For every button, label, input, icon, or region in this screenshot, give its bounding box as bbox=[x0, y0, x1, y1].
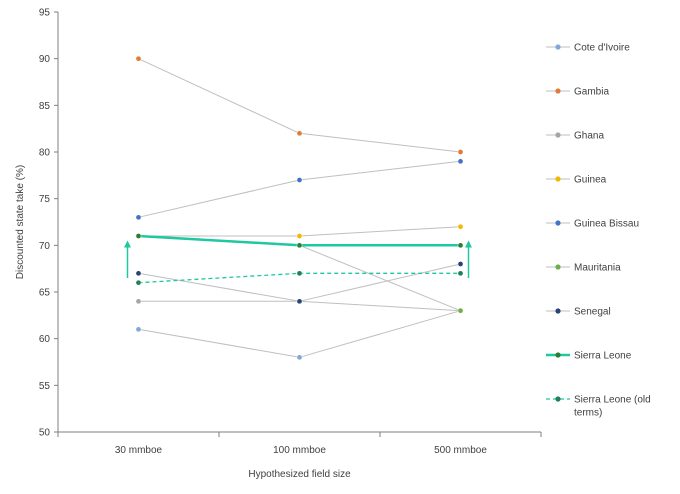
y-tick-label: 55 bbox=[39, 381, 51, 392]
legend-item: Mauritania bbox=[546, 263, 621, 274]
data-point bbox=[457, 223, 464, 230]
series-sierra-leone-old-terms- bbox=[135, 270, 464, 286]
data-point bbox=[457, 242, 464, 249]
y-tick-label: 75 bbox=[39, 194, 51, 205]
y-tick-label: 95 bbox=[39, 8, 51, 19]
x-tick-label: 500 mmboe bbox=[434, 445, 487, 456]
legend-label: Guinea Bissau bbox=[574, 219, 639, 230]
x-tick-label: 30 mmboe bbox=[115, 445, 163, 456]
legend-label: Sierra Leone (old terms) bbox=[574, 395, 651, 419]
data-point bbox=[296, 177, 303, 183]
y-tick-label: 85 bbox=[39, 101, 51, 112]
series-senegal bbox=[135, 261, 464, 305]
legend-label: Ghana bbox=[574, 131, 604, 142]
y-tick-label: 70 bbox=[39, 241, 51, 252]
legend-item: Sierra Leone bbox=[546, 351, 632, 362]
legend-item: Sierra Leone (old terms) bbox=[546, 395, 651, 419]
y-tick-label: 65 bbox=[39, 288, 51, 299]
legend-marker bbox=[555, 220, 561, 226]
data-point bbox=[135, 233, 142, 239]
series-line bbox=[138, 58, 461, 153]
series-cote-d-ivoire bbox=[135, 307, 464, 361]
data-point bbox=[457, 307, 464, 314]
legend-label: Cote d'Ivoire bbox=[574, 43, 630, 54]
data-point bbox=[457, 261, 464, 267]
data-point bbox=[457, 149, 464, 155]
legend-marker bbox=[555, 176, 561, 182]
arrow-head bbox=[124, 240, 131, 248]
series-sierra-leone bbox=[135, 233, 464, 249]
x-axis-title: Hypothesized field size bbox=[248, 469, 351, 480]
series-line bbox=[138, 310, 461, 358]
series-layer bbox=[135, 55, 464, 361]
series-line bbox=[138, 263, 461, 302]
x-tick-label: 100 mmboe bbox=[273, 445, 326, 456]
data-point bbox=[135, 326, 142, 333]
legend-item: Guinea Bissau bbox=[546, 219, 639, 230]
y-tick-label: 50 bbox=[39, 428, 51, 439]
legend-label: Gambia bbox=[574, 87, 609, 98]
change-arrow bbox=[465, 240, 472, 278]
data-point bbox=[135, 270, 142, 277]
data-point bbox=[296, 130, 303, 137]
data-point bbox=[296, 242, 303, 249]
legend-item: Guinea bbox=[546, 175, 607, 186]
legend-marker bbox=[555, 352, 561, 358]
series-gambia bbox=[135, 55, 464, 155]
data-point bbox=[457, 158, 464, 165]
legend-item: Senegal bbox=[546, 307, 611, 318]
series-guinea-bissau bbox=[135, 158, 464, 221]
data-point bbox=[135, 55, 142, 62]
legend-label: Senegal bbox=[574, 307, 611, 318]
legend-marker bbox=[555, 396, 561, 402]
y-tick-label: 60 bbox=[39, 334, 51, 345]
data-point bbox=[135, 214, 142, 221]
change-arrow bbox=[124, 240, 131, 278]
y-tick-label: 90 bbox=[39, 54, 51, 65]
annotation-layer bbox=[124, 240, 472, 278]
data-point bbox=[135, 298, 142, 305]
legend-item: Ghana bbox=[546, 131, 604, 142]
data-point bbox=[135, 279, 142, 286]
legend-marker bbox=[555, 132, 561, 138]
arrow-head bbox=[465, 240, 472, 248]
legend-label: Mauritania bbox=[574, 263, 621, 274]
legend-marker bbox=[555, 264, 561, 270]
legend-marker bbox=[555, 44, 561, 50]
data-point bbox=[296, 354, 303, 361]
legend-item: Gambia bbox=[546, 87, 609, 98]
data-point bbox=[296, 270, 303, 277]
series-guinea bbox=[135, 223, 464, 239]
y-axis-title: Discounted state take (%) bbox=[15, 165, 26, 280]
data-point bbox=[457, 270, 464, 277]
legend-marker bbox=[555, 308, 561, 314]
series-line bbox=[138, 160, 461, 218]
data-point bbox=[296, 233, 303, 239]
legend-item: Cote d'Ivoire bbox=[546, 43, 630, 54]
data-point bbox=[296, 298, 303, 305]
axes: 50 55 60 65 70 75 80 85 90 95 30 mmboe 100 mmboe 500… bbox=[39, 8, 542, 456]
legend: Cote d'Ivoire Gambia Ghana Guinea Guinea Bis… bbox=[546, 43, 651, 419]
legend-label: Sierra Leone bbox=[574, 351, 632, 362]
legend-label: Guinea bbox=[574, 175, 607, 186]
y-tick-label: 80 bbox=[39, 148, 51, 159]
legend-marker bbox=[555, 88, 561, 94]
